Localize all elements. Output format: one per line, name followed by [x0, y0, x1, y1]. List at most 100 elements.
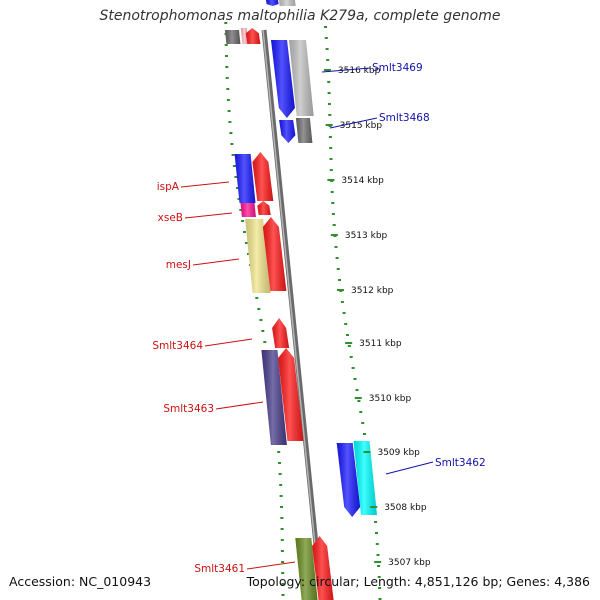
ruler-dot-left: [278, 473, 282, 475]
ruler-dot-left: [279, 495, 283, 497]
gene-label-mesJ[interactable]: mesJ: [166, 259, 191, 271]
ruler-dot-right: [331, 202, 335, 204]
ruler-dot-left: [230, 143, 234, 145]
map-title: Stenotrophomonas maltophilia K279a, comp…: [99, 8, 501, 24]
feature-shading-smlt3468-blue: [279, 120, 296, 143]
kbp-tick-label: 3515 kbp: [340, 121, 383, 131]
feature-shading-smlt3461-olive: [295, 538, 318, 600]
ruler-dot-right: [327, 92, 331, 94]
gene-label-Smlt3464[interactable]: Smlt3464: [152, 340, 203, 352]
leader-Smlt3469: [321, 67, 371, 73]
ruler-dot-left: [280, 517, 284, 519]
ruler-dot-right: [331, 213, 335, 215]
feature-shading-smlt3462-blue: [336, 443, 361, 517]
gene-label-Smlt3468[interactable]: Smlt3468: [379, 112, 430, 124]
gene-label-Smlt3462[interactable]: Smlt3462: [435, 457, 486, 469]
backbone-highlight: [262, 29, 322, 600]
feature-shading-xseB-magenta: [240, 203, 256, 217]
ruler-dot-right: [329, 147, 333, 149]
ruler-dot-right: [377, 565, 381, 567]
ruler-dot-right: [328, 114, 332, 116]
leader-Smlt3464: [204, 338, 253, 347]
feature-shading-top-lightgray: [279, 0, 296, 6]
leader-Smlt3461: [246, 561, 296, 570]
gene-label-ispA[interactable]: ispA: [157, 181, 180, 193]
feature-shading-top-gray-left: [225, 30, 241, 44]
gene-label-Smlt3461[interactable]: Smlt3461: [194, 563, 245, 575]
ruler-dot-left: [237, 198, 241, 200]
feature-shading-mesJ-red: [262, 217, 287, 291]
sequence-backbone: [261, 29, 325, 600]
ruler-dot-left: [247, 253, 250, 255]
feature-shading-smlt3469-gray: [289, 40, 314, 116]
leader-ispA: [180, 181, 230, 188]
ruler-dot-right: [375, 532, 378, 534]
ruler-dot-left: [281, 572, 285, 574]
ruler-dot-right: [359, 411, 363, 413]
feature-shading-smlt3469-blue: [271, 40, 295, 118]
ruler-dot-left: [235, 187, 239, 189]
kbp-tick-label: 3512 kbp: [351, 286, 394, 296]
leader-xseB: [184, 212, 233, 219]
kbp-tick-label: 3509 kbp: [377, 448, 420, 458]
ruler-dot-right: [330, 191, 334, 193]
ruler-dot-left: [224, 44, 228, 46]
genome-info-text: Topology: circular; Length: 4,851,126 bp…: [246, 574, 590, 589]
ruler-dot-left: [231, 154, 235, 156]
feature-shading-xseB-red: [257, 201, 271, 215]
ruler-dot-left: [226, 99, 230, 101]
ruler-dot-right: [329, 158, 333, 160]
gene-label-Smlt3463[interactable]: Smlt3463: [163, 403, 214, 415]
backbone-line: [261, 29, 325, 600]
ruler-dot-right: [349, 356, 353, 358]
ruler-dot-right: [375, 543, 379, 545]
ruler-dot-left: [243, 231, 246, 233]
ruler-dot-right: [335, 257, 339, 259]
ruler-dot-left: [228, 121, 232, 123]
ruler-dot-left: [259, 319, 263, 321]
ruler-dot-left: [225, 66, 229, 68]
ruler-dot-right: [324, 26, 327, 28]
gene-labels: Smlt3469 Smlt3468 ispA xseB mesJ Smlt3464 Smlt…: [152, 62, 485, 575]
ruler-dot-left: [234, 176, 238, 178]
feature-shading-smlt3468-gray: [295, 118, 313, 143]
ruler-dot-right: [324, 37, 328, 39]
ruler-dot-left: [281, 583, 285, 585]
gene-label-Smlt3469[interactable]: Smlt3469: [372, 62, 423, 74]
ruler-dot-left: [255, 297, 259, 299]
ruler-dot-left: [225, 55, 228, 57]
ruler-dot-left: [224, 22, 228, 24]
accession-text: Accession: NC_010943: [9, 574, 152, 589]
ruler-dot-left: [280, 550, 284, 552]
ruler-dot-right: [326, 59, 330, 61]
leader-Smlt3463: [215, 401, 264, 410]
ruler-dot-right: [325, 48, 329, 50]
kbp-tick-label: 3513 kbp: [345, 231, 388, 241]
ruler-dot-right: [351, 367, 355, 369]
feature-shading-smlt3462-cyan: [353, 441, 377, 515]
ruler-dot-right: [328, 136, 332, 138]
ruler-dot-right: [378, 587, 382, 589]
ruler-dot-right: [361, 422, 365, 424]
ruler-dot-left: [257, 308, 261, 310]
ruler-dot-right: [353, 378, 357, 380]
ruler-dot-right: [355, 389, 359, 391]
kbp-tick-label: 3514 kbp: [341, 176, 384, 186]
leader-Smlt3468: [329, 117, 378, 129]
leader-Smlt3462: [385, 461, 434, 475]
feature-shading-top-blue: [266, 0, 279, 6]
ruler-dot-right: [340, 301, 344, 303]
ruler-dot-left: [241, 220, 245, 222]
ruler-dot-left: [281, 594, 285, 596]
ruler-dot-left: [281, 561, 285, 563]
ruler-dot-left: [229, 132, 233, 134]
kbp-tick-label: 3511 kbp: [359, 339, 402, 349]
ruler-dot-right: [346, 334, 349, 336]
feature-shading-ispA-red: [252, 152, 274, 201]
ruler-dot-right: [329, 169, 333, 171]
kbp-tick-label: 3510 kbp: [369, 394, 412, 404]
feature-shading-smlt3464-red: [272, 318, 290, 348]
gene-label-xseB[interactable]: xseB: [158, 212, 183, 224]
ruler-dot-left: [225, 77, 229, 79]
